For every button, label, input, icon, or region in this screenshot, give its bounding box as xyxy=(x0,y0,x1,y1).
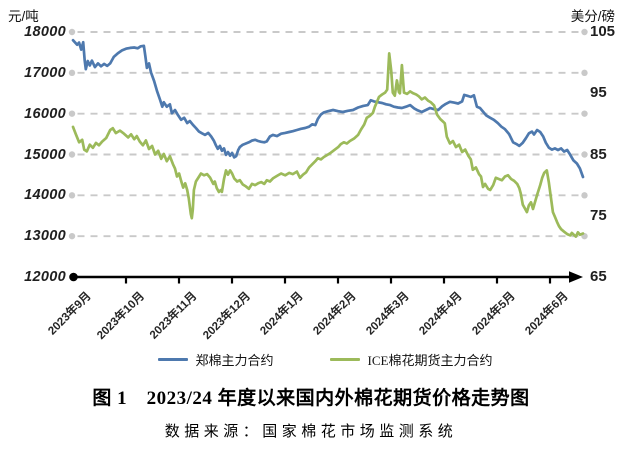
gridline-dot-right xyxy=(581,151,588,158)
plot-area xyxy=(68,28,588,284)
gridline-dot-right xyxy=(581,110,588,117)
right-axis-tick-label: 95 xyxy=(590,84,607,102)
gridline-dot-left xyxy=(68,232,76,240)
right-axis-tick-label: 105 xyxy=(590,23,616,40)
gridline-dot-right xyxy=(581,28,588,36)
left-axis-unit-label: 元/吨 xyxy=(8,9,39,24)
gridline-dot-right xyxy=(581,192,588,199)
series-line-1 xyxy=(71,52,585,238)
legend-swatch-ice xyxy=(329,357,360,361)
gridline-dot-left xyxy=(68,110,76,117)
right-axis-tick-label: 75 xyxy=(590,206,607,224)
figure-source: 数据来源：国家棉花市场监测系统 xyxy=(164,424,458,440)
x-axis-arrow xyxy=(569,271,583,283)
legend: 郑棉主力合约 ICE棉花期货主力合约 xyxy=(0,349,622,369)
gridline-dot-left xyxy=(68,69,76,77)
left-axis-tick-label: 13000 xyxy=(24,228,66,245)
x-axis-origin-dot xyxy=(69,272,78,282)
right-axis-tick-label: 85 xyxy=(590,145,607,163)
left-axis-tick-label: 17000 xyxy=(24,64,66,81)
left-axis-tick-label: 15000 xyxy=(24,146,66,163)
gridline-dot-left xyxy=(68,192,76,199)
left-axis-tick-label: 12000 xyxy=(24,269,66,285)
series-line-0 xyxy=(71,38,585,179)
right-axis-unit-label: 美分/磅 xyxy=(570,9,615,24)
legend-item-ice: ICE棉花期货主力合约 xyxy=(329,350,493,369)
legend-item-czce: 郑棉主力合约 xyxy=(157,350,274,369)
left-axis-tick-label: 16000 xyxy=(24,105,66,122)
left-axis-tick-label: 18000 xyxy=(24,24,66,40)
right-axis-tick-label: 65 xyxy=(590,268,607,285)
legend-label-czce: 郑棉主力合约 xyxy=(195,352,274,368)
gridline-dot-left xyxy=(68,28,76,36)
gridline-dot-right xyxy=(581,69,588,77)
legend-swatch-czce xyxy=(157,357,188,361)
gridline-dot-left xyxy=(68,151,76,158)
figure-title: 图 1 2023/24 年度以来国内外棉花期货价格走势图 xyxy=(92,388,530,409)
legend-label-ice: ICE棉花期货主力合约 xyxy=(367,352,493,368)
left-axis-tick-label: 14000 xyxy=(24,187,66,204)
